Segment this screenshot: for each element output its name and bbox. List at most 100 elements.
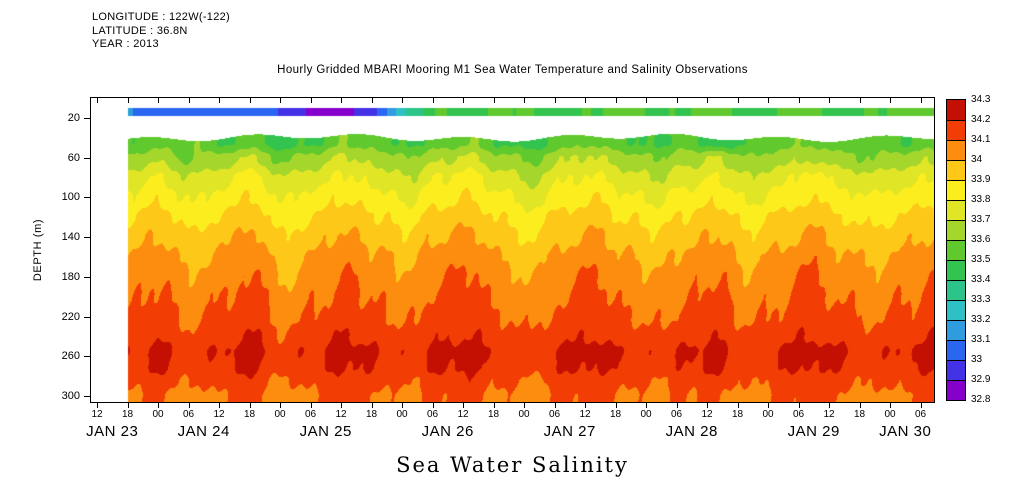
x-axis-day-label: JAN 25 bbox=[299, 423, 352, 440]
x-axis-tick-top bbox=[97, 98, 98, 103]
x-axis-day-label: JAN 27 bbox=[543, 423, 596, 440]
x-axis-tick-bottom bbox=[371, 403, 373, 408]
colorbar-tick-label: 34 bbox=[971, 154, 983, 165]
metadata-block: LONGITUDE : 122W(-122) LATITUDE : 36.8N … bbox=[92, 11, 230, 52]
x-axis-hour-label: 18 bbox=[731, 409, 744, 420]
latitude-label: LATITUDE : 36.8N bbox=[92, 24, 188, 37]
chart-title: Hourly Gridded MBARI Mooring M1 Sea Wate… bbox=[277, 64, 748, 76]
x-axis-tick-top bbox=[341, 98, 342, 103]
colorbar-tick-label: 33.7 bbox=[971, 214, 991, 225]
x-axis-tick-top bbox=[859, 98, 861, 103]
x-axis-tick-bottom bbox=[97, 403, 98, 408]
x-axis-tick-top bbox=[798, 98, 800, 103]
y-axis-tick-label: 260 bbox=[61, 350, 80, 362]
colorbar-tick-label: 33 bbox=[971, 354, 983, 365]
colorbar-tick-label: 33.5 bbox=[971, 254, 991, 265]
x-axis-tick-bottom bbox=[615, 403, 617, 408]
x-axis-tick-top bbox=[310, 98, 312, 103]
y-axis-tick-label: 100 bbox=[61, 191, 80, 203]
x-axis-tick-top bbox=[890, 98, 891, 103]
y-axis-tick bbox=[84, 118, 90, 119]
colorbar-tick-label: 33.8 bbox=[971, 194, 991, 205]
y-axis-label: DEPTH (m) bbox=[32, 218, 44, 282]
colorbar-cell bbox=[947, 200, 965, 220]
y-axis-tick-label: 300 bbox=[61, 390, 80, 402]
x-axis-tick-top bbox=[737, 98, 739, 103]
x-axis-hour-label: 12 bbox=[335, 409, 347, 420]
x-axis-hour-label: 18 bbox=[853, 409, 866, 420]
colorbar-cell bbox=[947, 340, 965, 360]
x-axis-tick-top bbox=[707, 98, 708, 103]
colorbar-cell bbox=[947, 360, 965, 380]
x-axis-tick-bottom bbox=[493, 403, 495, 408]
x-axis-tick-bottom bbox=[249, 403, 251, 408]
x-axis-hour-label: 06 bbox=[670, 409, 683, 420]
x-axis-hour-label: 06 bbox=[792, 409, 805, 420]
x-axis-hour-label: 06 bbox=[548, 409, 561, 420]
x-axis-tick-bottom bbox=[890, 403, 891, 408]
colorbar-cell bbox=[947, 280, 965, 300]
colorbar-cell bbox=[947, 300, 965, 320]
x-axis-day-label: JAN 29 bbox=[787, 423, 840, 440]
y-axis-tick-label: 180 bbox=[61, 271, 80, 283]
colorbar-cell bbox=[947, 140, 965, 160]
x-axis-tick-top bbox=[646, 98, 647, 103]
x-axis-tick-bottom bbox=[554, 403, 556, 408]
x-axis-tick-top bbox=[249, 98, 251, 103]
x-axis-hour-label: 06 bbox=[182, 409, 195, 420]
x-axis-hour-label: 18 bbox=[487, 409, 500, 420]
x-axis-hour-label: 00 bbox=[396, 409, 408, 420]
y-axis-tick bbox=[84, 317, 90, 318]
x-axis-hour-label: 12 bbox=[213, 409, 225, 420]
x-axis-tick-top bbox=[524, 98, 525, 103]
x-axis-hour-label: 00 bbox=[152, 409, 164, 420]
year-label: YEAR : 2013 bbox=[92, 38, 159, 50]
x-axis-tick-top bbox=[676, 98, 678, 103]
salinity-contour-canvas bbox=[91, 98, 934, 402]
x-axis-hour-label: 18 bbox=[365, 409, 378, 420]
x-axis-hour-label: 06 bbox=[304, 409, 317, 420]
x-axis-hour-label: 12 bbox=[701, 409, 713, 420]
colorbar-cell bbox=[947, 260, 965, 280]
x-axis-hour-label: 00 bbox=[762, 409, 774, 420]
x-axis-day-label: JAN 23 bbox=[86, 423, 139, 440]
x-axis-tick-top bbox=[432, 98, 434, 103]
x-axis-tick-bottom bbox=[310, 403, 312, 408]
x-axis-tick-bottom bbox=[585, 403, 586, 408]
colorbar-cell bbox=[947, 100, 965, 120]
x-axis-tick-bottom bbox=[188, 403, 190, 408]
x-axis-tick-top bbox=[920, 98, 922, 103]
x-axis-tick-bottom bbox=[707, 403, 708, 408]
x-axis-tick-top bbox=[585, 98, 586, 103]
y-axis-tick-label: 20 bbox=[67, 112, 80, 124]
x-axis-hour-label: 18 bbox=[243, 409, 256, 420]
x-axis-hour-label: 18 bbox=[121, 409, 134, 420]
x-axis-tick-bottom bbox=[859, 403, 861, 408]
x-axis-hour-label: 12 bbox=[91, 409, 103, 420]
x-axis-tick-bottom bbox=[341, 403, 342, 408]
colorbar bbox=[946, 99, 966, 401]
colorbar-cell bbox=[947, 180, 965, 200]
x-axis-hour-label: 00 bbox=[518, 409, 530, 420]
colorbar-tick-label: 33.6 bbox=[971, 234, 991, 245]
x-axis-tick-bottom bbox=[402, 403, 403, 408]
x-axis-day-label: JAN 28 bbox=[665, 423, 718, 440]
y-axis-tick bbox=[84, 356, 90, 357]
colorbar-tick-label: 34.3 bbox=[971, 94, 991, 105]
x-axis-tick-bottom bbox=[920, 403, 922, 408]
colorbar-cell bbox=[947, 320, 965, 340]
x-axis-tick-bottom bbox=[737, 403, 739, 408]
x-axis-hour-label: 12 bbox=[579, 409, 591, 420]
y-axis-tick-label: 60 bbox=[67, 152, 80, 164]
y-axis-tick-label: 140 bbox=[61, 231, 80, 243]
y-axis-tick bbox=[84, 277, 90, 278]
x-axis-tick-top bbox=[768, 98, 769, 103]
y-axis-tick bbox=[84, 158, 90, 159]
x-axis-hour-label: 06 bbox=[426, 409, 439, 420]
x-axis-hour-label: 00 bbox=[274, 409, 286, 420]
colorbar-tick-label: 33.2 bbox=[971, 314, 991, 325]
x-axis-tick-top bbox=[402, 98, 403, 103]
x-axis-tick-top bbox=[493, 98, 495, 103]
x-axis-tick-top bbox=[463, 98, 464, 103]
x-axis-tick-top bbox=[371, 98, 373, 103]
